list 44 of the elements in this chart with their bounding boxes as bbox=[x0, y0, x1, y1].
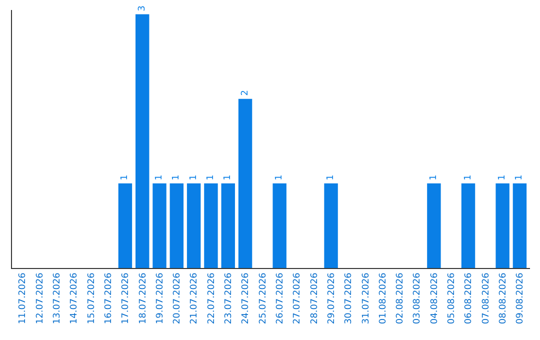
x-tick-label: 05.08.2026 bbox=[447, 272, 458, 324]
x-tick-label: 12.07.2026 bbox=[35, 272, 46, 324]
data-label: 1 bbox=[120, 174, 130, 180]
x-tick-label: 28.07.2026 bbox=[310, 272, 320, 324]
x-tick-label: 15.07.2026 bbox=[86, 272, 97, 324]
x-tick-label: 21.07.2026 bbox=[190, 272, 200, 324]
x-tick-label: 27.07.2026 bbox=[292, 272, 303, 324]
x-tick-label: 13.07.2026 bbox=[52, 272, 63, 324]
x-tick-label: 03.08.2026 bbox=[412, 272, 423, 324]
x-tick-label: 16.07.2026 bbox=[104, 272, 114, 324]
data-label: 1 bbox=[274, 174, 285, 180]
x-tick-label: 29.07.2026 bbox=[326, 272, 337, 324]
x-tick-label: 18.07.2026 bbox=[138, 272, 148, 324]
x-tick-label: 23.07.2026 bbox=[224, 272, 234, 324]
data-label: 1 bbox=[326, 174, 336, 180]
x-tick-label: 07.08.2026 bbox=[481, 272, 492, 324]
data-label: 1 bbox=[498, 174, 508, 180]
x-tick-label: 09.08.2026 bbox=[516, 272, 526, 324]
x-tick-label: 11.07.2026 bbox=[18, 272, 28, 324]
x-tick-label: 26.07.2026 bbox=[276, 272, 286, 324]
x-tick-label: 24.07.2026 bbox=[241, 272, 252, 324]
data-label: 1 bbox=[154, 174, 165, 180]
x-tick-label: 19.07.2026 bbox=[155, 272, 166, 324]
x-tick-label: 01.08.2026 bbox=[378, 272, 388, 324]
x-tick-label: 06.08.2026 bbox=[464, 272, 474, 324]
data-label: 2 bbox=[240, 90, 250, 96]
data-label: 1 bbox=[206, 174, 216, 180]
x-tick-label: 22.07.2026 bbox=[206, 272, 217, 324]
x-tick-label: 02.08.2026 bbox=[396, 272, 406, 324]
x-tick-label: 14.07.2026 bbox=[70, 272, 80, 324]
data-label: 1 bbox=[223, 174, 234, 180]
x-tick-label: 20.07.2026 bbox=[172, 272, 183, 324]
x-tick-label: 25.07.2026 bbox=[258, 272, 268, 324]
x-tick-label: 08.08.2026 bbox=[498, 272, 508, 324]
x-tick-label: 04.08.2026 bbox=[430, 272, 440, 324]
data-label: 1 bbox=[428, 174, 439, 180]
x-tick-label: 17.07.2026 bbox=[121, 272, 132, 324]
data-label: 1 bbox=[463, 174, 474, 180]
data-label: 1 bbox=[514, 174, 525, 180]
x-tick-label: 31.07.2026 bbox=[361, 272, 372, 324]
x-tick-label: 30.07.2026 bbox=[344, 272, 354, 324]
data-label: 1 bbox=[188, 174, 199, 180]
data-label: 3 bbox=[137, 5, 148, 12]
data-label: 1 bbox=[172, 174, 182, 180]
